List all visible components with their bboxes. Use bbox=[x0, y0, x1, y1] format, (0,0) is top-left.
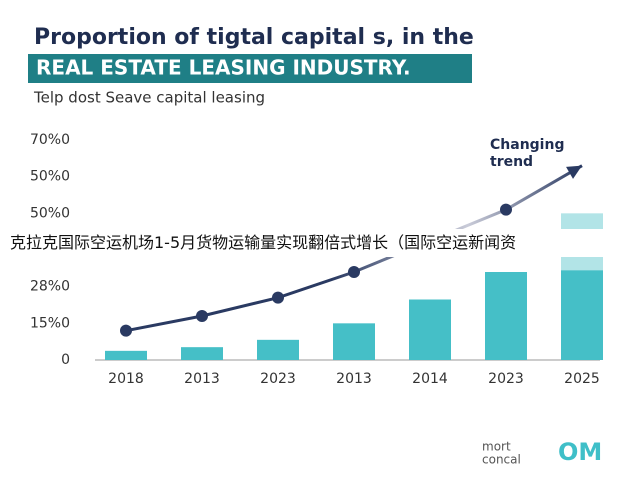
x-tick-label: 2013 bbox=[184, 371, 220, 387]
x-tick-label: 2014 bbox=[412, 371, 448, 387]
subtitle: Telp dost Seave capital leasing bbox=[33, 89, 265, 107]
y-tick-label: 15%0 bbox=[30, 315, 70, 331]
line-marker bbox=[120, 324, 132, 337]
y-tick-label: 50%0 bbox=[30, 205, 70, 221]
annotation: trend bbox=[490, 154, 533, 170]
bar bbox=[561, 270, 603, 360]
logo-text: concal bbox=[482, 453, 521, 467]
bar bbox=[333, 323, 375, 360]
overlay-caption: 克拉克国际空运机场1-5月货物运输量实现翻倍式增长（国际空运新闻资 bbox=[0, 229, 640, 257]
logo-mark: OM bbox=[558, 438, 602, 466]
arrow-head bbox=[566, 165, 582, 179]
line-marker bbox=[272, 291, 284, 304]
bar bbox=[409, 299, 451, 360]
x-tick-label: 2018 bbox=[108, 371, 144, 387]
banner-bg bbox=[28, 54, 472, 83]
x-tick-label: 2023 bbox=[260, 371, 296, 387]
bar bbox=[257, 339, 299, 360]
y-tick-label: 70%0 bbox=[30, 132, 70, 148]
x-tick-label: 2025 bbox=[564, 371, 600, 387]
x-tick-label: 2023 bbox=[488, 371, 524, 387]
x-tick-label: 2013 bbox=[336, 371, 372, 387]
y-tick-label: 50%0 bbox=[30, 169, 70, 185]
line-marker bbox=[196, 310, 208, 322]
annotation: Changing bbox=[490, 137, 564, 153]
bar bbox=[181, 347, 223, 360]
line-marker bbox=[500, 203, 512, 216]
y-tick-label: 0 bbox=[61, 352, 70, 368]
logo-text: mort bbox=[482, 440, 511, 454]
y-tick-label: 28%0 bbox=[30, 279, 70, 295]
bar bbox=[485, 272, 527, 360]
banner: REAL ESTATE LEASING INDUSTRY. bbox=[36, 56, 411, 80]
line-marker bbox=[348, 266, 360, 278]
chart-title: Proportion of tigtal capital s, in the bbox=[34, 25, 474, 50]
bar bbox=[105, 350, 147, 360]
